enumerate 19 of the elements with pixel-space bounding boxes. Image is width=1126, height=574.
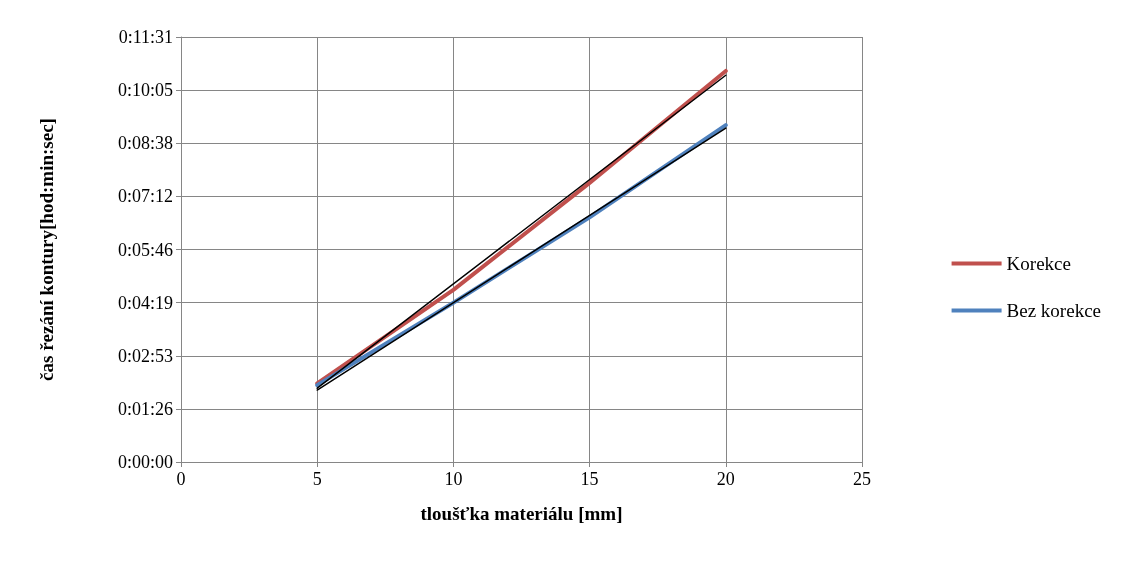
y-tick-label: 0:01:26 [117, 398, 173, 419]
y-tick-label: 0:11:31 [118, 27, 173, 47]
y-tick-label: 0:02:53 [117, 345, 173, 366]
x-tick-label: 5 [312, 469, 322, 489]
y-tick-label: 0:07:12 [117, 186, 173, 207]
x-tick-label: 10 [444, 469, 463, 489]
y-tick-label: 0:10:05 [117, 80, 173, 101]
legend-label: Korekce [1006, 253, 1071, 274]
x-tick-label: 20 [716, 469, 735, 489]
y-tick-label: 0:05:46 [117, 239, 173, 260]
x-tick-label: 25 [853, 469, 871, 489]
x-tick-label: 0 [176, 469, 186, 489]
y-tick-label: 0:04:19 [117, 292, 173, 313]
y-tick-label: 0:00:00 [117, 452, 173, 472]
legend-label: Bez korekce [1006, 300, 1102, 321]
x-axis-title: tloušťka materiálu [mm] [420, 503, 623, 524]
y-tick-label: 0:08:38 [117, 133, 173, 154]
x-tick-label: 15 [580, 469, 599, 489]
y-axis-title: čas řezání kontury[hod:min:sec] [36, 118, 57, 381]
